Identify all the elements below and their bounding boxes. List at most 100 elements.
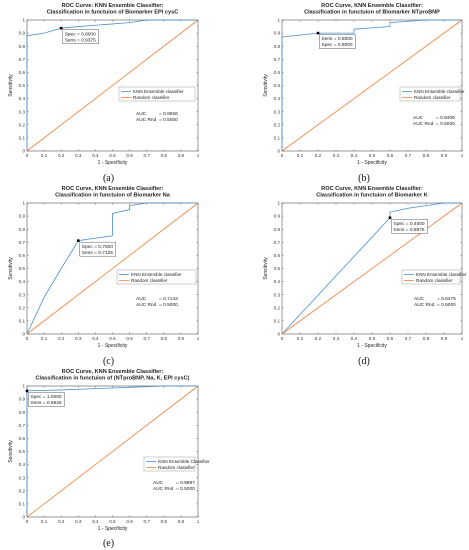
y-tick-label: 0.2	[19, 122, 26, 127]
legend-box	[401, 269, 461, 285]
y-tick-label: 0.5	[19, 266, 26, 271]
x-tick-label: 0.2	[58, 153, 65, 158]
y-tick-label: 0.3	[19, 109, 26, 114]
roc-panel-3: ROC Curve, KNN Ensemble Classifier:Class…	[8, 186, 200, 367]
x-tick-label: 0.2	[58, 519, 65, 524]
x-tick-label: 0.1	[297, 336, 304, 341]
y-tick-label: 0.7	[274, 240, 281, 245]
x-tick-label: 1	[197, 336, 200, 341]
y-tick-label: 1	[22, 384, 25, 389]
datatip-box	[319, 34, 356, 49]
chart-title-line: ROC Curve, KNN Ensemble Classifier:	[321, 3, 423, 9]
auc-value: = 0.9887	[176, 480, 195, 486]
auc-value: = 0.9556	[159, 111, 178, 117]
panel-caption: (e)	[103, 538, 114, 549]
x-tick-label: 1	[197, 153, 200, 158]
roc-panel-2: ROC Curve, KNN Ensemble Classifier:Class…	[263, 3, 465, 184]
y-tick-label: 0.8	[274, 227, 281, 232]
datatip-box	[28, 392, 65, 407]
x-tick-label: 0.2	[315, 336, 322, 341]
legend-label: KNN Ensemble classifier	[133, 89, 184, 94]
x-tick-label: 0	[26, 336, 29, 341]
datatip-text: Spec = 0.9000	[322, 42, 353, 48]
x-axis-label: 1 - Specificity	[98, 526, 128, 532]
y-tick-label: 0.9	[19, 214, 26, 219]
y-tick-label: 0.7	[274, 57, 281, 62]
series-line-random	[26, 19, 199, 152]
x-tick-label: 0.1	[41, 519, 48, 524]
x-tick-label: 0.6	[126, 519, 133, 524]
operating-point-marker	[59, 26, 63, 30]
y-tick-label: 1	[22, 201, 25, 206]
auc-label: AUC Rnd	[153, 486, 174, 492]
datatip-box	[391, 219, 428, 234]
x-tick-label: 0.6	[126, 153, 133, 158]
legend-box	[399, 86, 461, 102]
y-tick-label: 0.2	[274, 122, 281, 127]
datatip-box	[79, 241, 117, 257]
x-tick-label: 0.4	[92, 336, 99, 341]
y-tick-label: 0.9	[274, 214, 281, 219]
auc-value: = 0.5000	[159, 117, 178, 123]
x-tick-label: 0.9	[178, 519, 185, 524]
y-tick-label: 0.5	[19, 449, 26, 454]
x-tick-label: 1	[197, 519, 200, 524]
auc-value: = 0.5000	[159, 302, 178, 308]
y-axis-label: Sensitivity	[263, 74, 269, 97]
x-tick-label: 0.8	[161, 519, 168, 524]
datatip-text: Sens = 0.8875	[394, 227, 425, 233]
series-line-classifier	[26, 19, 198, 151]
chart-title-line: ROC Curve, KNN Ensemble Classifier:	[62, 369, 164, 375]
x-tick-label: 1	[461, 153, 464, 158]
y-tick-label: 0.6	[19, 253, 26, 258]
y-tick-label: 0.4	[274, 96, 281, 101]
x-tick-label: 0.9	[441, 153, 448, 158]
chart-title-line: Classification in functuion of Biomarker…	[304, 10, 440, 16]
auc-label: AUC Rnd	[136, 117, 157, 123]
series-line-random	[281, 19, 463, 152]
auc-label: AUC Rnd	[136, 302, 157, 308]
x-tick-label: 0.6	[387, 336, 394, 341]
datatip-text: Spec = 0.8000	[65, 31, 96, 37]
chart-title-line: Classification in functuion of Biomarker…	[316, 193, 428, 199]
x-tick-label: 0.3	[75, 336, 82, 341]
y-tick-label: 0.6	[274, 70, 281, 75]
x-tick-label: 0.4	[92, 519, 99, 524]
y-tick-label: 0.5	[274, 266, 281, 271]
x-tick-label: 0.4	[351, 153, 358, 158]
x-tick-label: 0.1	[41, 336, 48, 341]
operating-point-marker	[77, 239, 80, 242]
x-tick-label: 0.3	[333, 336, 340, 341]
x-tick-label: 0.4	[92, 153, 99, 158]
auc-label: AUC	[413, 115, 424, 121]
y-tick-label: 1	[277, 18, 280, 23]
series-line-random	[26, 202, 199, 335]
chart-title-line: Classification in functuion of Biomarker…	[47, 10, 178, 16]
y-tick-label: 0.8	[19, 227, 26, 232]
x-axis-label: 1 - Specificity	[98, 160, 128, 166]
chart-title-line: Classification in functuion of (NTproBNP…	[35, 376, 189, 382]
y-tick-label: 0.7	[19, 57, 26, 62]
auc-value: = 0.7143	[159, 296, 178, 302]
y-tick-label: 0.1	[19, 136, 26, 141]
y-tick-label: 0	[277, 332, 280, 337]
chart-title-line: ROC Curve, KNN Ensemble Classifier:	[62, 186, 164, 192]
x-tick-label: 0.8	[423, 153, 430, 158]
x-tick-label: 0.3	[333, 153, 340, 158]
legend-label: Random classifier	[416, 278, 453, 283]
x-tick-label: 0.5	[109, 336, 116, 341]
y-tick-label: 0.8	[274, 44, 281, 49]
x-tick-label: 0.7	[144, 336, 151, 341]
auc-value: = 0.5000	[176, 486, 195, 492]
y-tick-label: 0.4	[274, 279, 281, 284]
auc-label: AUC	[414, 296, 425, 302]
x-tick-label: 0.3	[75, 519, 82, 524]
y-tick-label: 1	[277, 201, 280, 206]
y-tick-label: 0.6	[274, 253, 281, 258]
legend-box	[143, 456, 196, 472]
x-tick-label: 0.5	[369, 336, 376, 341]
auc-label: AUC Rnd	[414, 302, 435, 308]
y-tick-label: 0.4	[19, 96, 26, 101]
x-tick-label: 0.3	[75, 153, 82, 158]
